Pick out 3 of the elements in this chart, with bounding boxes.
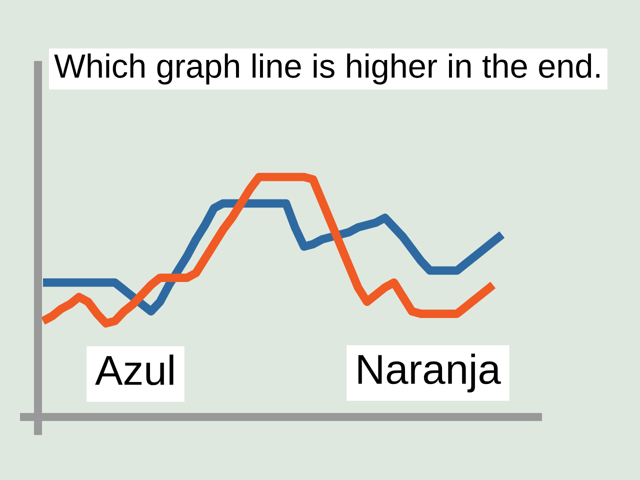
annotation: Naranja xyxy=(358,354,501,392)
annotation: Azul xyxy=(95,354,174,386)
chart-title: Which graph line is higher in the end. xyxy=(54,53,600,85)
